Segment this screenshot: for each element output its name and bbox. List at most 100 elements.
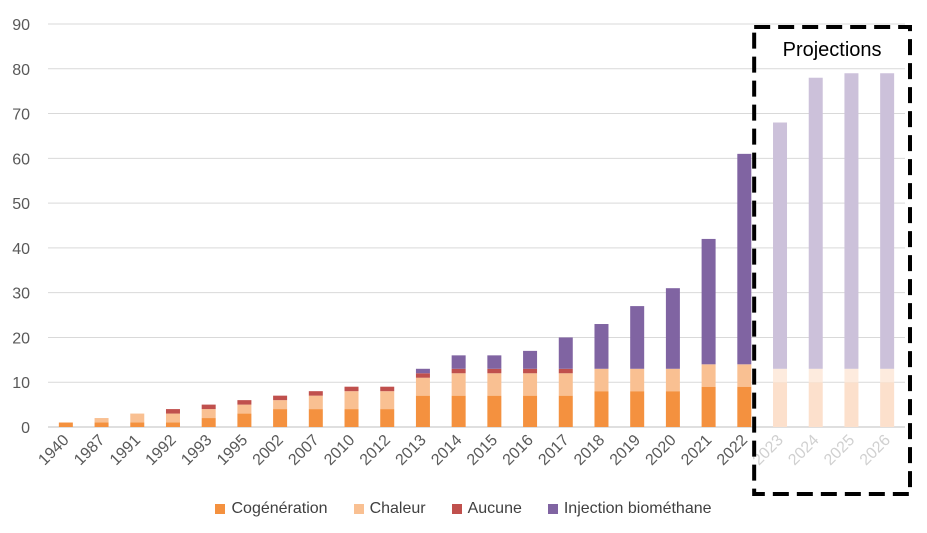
bar-segment <box>558 373 573 396</box>
x-tick-label: 1993 <box>178 432 215 469</box>
bar-segment <box>523 368 538 374</box>
bar-segment <box>415 395 430 427</box>
legend-item: Aucune <box>451 500 522 518</box>
bar-segment <box>165 409 180 414</box>
bar-segment <box>237 404 252 414</box>
bar-segment <box>273 400 288 410</box>
x-tick-label: 2018 <box>571 432 608 469</box>
bar-segment <box>58 422 73 427</box>
bar-segment <box>773 382 788 427</box>
x-tick-label: 1940 <box>35 432 72 469</box>
bar-segment <box>523 373 538 396</box>
bar-segment <box>94 422 109 427</box>
x-tick-label: 2020 <box>643 432 680 469</box>
bar-segment <box>451 373 466 396</box>
bar-segment <box>880 73 895 369</box>
x-tick-label: 2025 <box>821 432 858 469</box>
gridlines <box>48 23 905 428</box>
y-tick-label: 10 <box>12 375 30 392</box>
bar-segment <box>487 373 502 396</box>
stacked-bar-chart: 0 10 20 30 40 50 60 70 80 90 19401987199119921993… <box>12 17 913 496</box>
bar-segment <box>701 364 716 387</box>
x-tick-label: 2022 <box>714 432 751 469</box>
bar-segment <box>165 422 180 427</box>
y-tick-label: 90 <box>12 17 30 34</box>
legend-swatch <box>215 504 226 514</box>
y-tick-label: 20 <box>12 330 30 347</box>
x-tick-label: 1991 <box>107 432 144 469</box>
bar-segment <box>737 364 752 387</box>
y-tick-label: 80 <box>12 62 30 79</box>
y-tick-label: 60 <box>12 151 30 168</box>
bar-segment <box>344 386 359 392</box>
x-tick-label: 2017 <box>535 432 572 469</box>
x-tick-label: 2012 <box>357 432 394 469</box>
x-tick-label: 2024 <box>785 432 822 469</box>
bar-segment <box>94 418 109 423</box>
bar-segment <box>808 77 823 369</box>
bar-segment <box>737 386 752 427</box>
bar-segment <box>808 382 823 427</box>
y-tick-label: 30 <box>12 286 30 303</box>
bar-segment <box>558 337 573 369</box>
bar-segment <box>308 391 323 396</box>
bar-segment <box>701 238 716 365</box>
y-tick-label: 40 <box>12 241 30 258</box>
bar-segment <box>130 413 145 423</box>
y-tick-label: 70 <box>12 107 30 124</box>
bar-segment <box>165 413 180 423</box>
bar-segment <box>308 409 323 427</box>
bar-segment <box>344 409 359 427</box>
bar-segment <box>773 122 788 369</box>
bar-segment <box>523 350 538 369</box>
bar-segment <box>558 368 573 374</box>
bar-segment <box>415 377 430 396</box>
bar-segment <box>487 368 502 374</box>
bar-segment <box>201 404 216 410</box>
x-tick-label: 2021 <box>678 432 715 469</box>
x-tick-label: 2007 <box>285 432 322 469</box>
bar-segment <box>487 355 502 369</box>
bar-segment <box>237 400 252 405</box>
bar-segment <box>665 288 680 369</box>
bar-segment <box>380 409 395 427</box>
projections-label: Projections <box>783 39 882 61</box>
x-axis: 1940198719911992199319952002200720102012… <box>35 432 894 469</box>
y-tick-label: 0 <box>21 420 30 437</box>
bar-segment <box>880 368 895 383</box>
x-tick-label: 2002 <box>250 432 287 469</box>
legend-item: Cogénération <box>215 500 328 518</box>
bar-segment <box>594 324 609 369</box>
bar-segment <box>665 391 680 427</box>
x-tick-label: 1987 <box>71 432 108 469</box>
legend-swatch <box>547 504 558 514</box>
y-tick-label: 50 <box>12 196 30 213</box>
x-tick-label: 2014 <box>428 432 465 469</box>
bars <box>58 73 895 427</box>
bar-segment <box>273 395 288 401</box>
bar-segment <box>415 368 430 374</box>
x-tick-label: 2013 <box>393 432 430 469</box>
x-tick-label: 2015 <box>464 432 501 469</box>
legend-label: Injection biométhane <box>563 500 712 517</box>
legend-item: Chaleur <box>353 500 426 518</box>
bar-segment <box>594 391 609 427</box>
y-axis: 0 10 20 30 40 50 60 70 80 90 <box>12 17 30 437</box>
bar-segment <box>451 368 466 374</box>
bar-segment <box>380 391 395 410</box>
x-tick-label: 2026 <box>857 432 894 469</box>
bar-segment <box>701 386 716 427</box>
bar-segment <box>558 395 573 427</box>
x-tick-label: 1992 <box>143 432 180 469</box>
bar-segment <box>415 373 430 378</box>
bar-segment <box>737 153 752 365</box>
projections-box <box>752 25 913 496</box>
bar-segment <box>630 368 645 392</box>
x-tick-label: 2019 <box>607 432 644 469</box>
x-tick-label: 1995 <box>214 432 251 469</box>
bar-segment <box>630 306 645 369</box>
legend-swatch <box>451 504 462 514</box>
bar-segment <box>201 418 216 427</box>
legend-label: Aucune <box>467 500 522 517</box>
bar-segment <box>844 382 859 427</box>
